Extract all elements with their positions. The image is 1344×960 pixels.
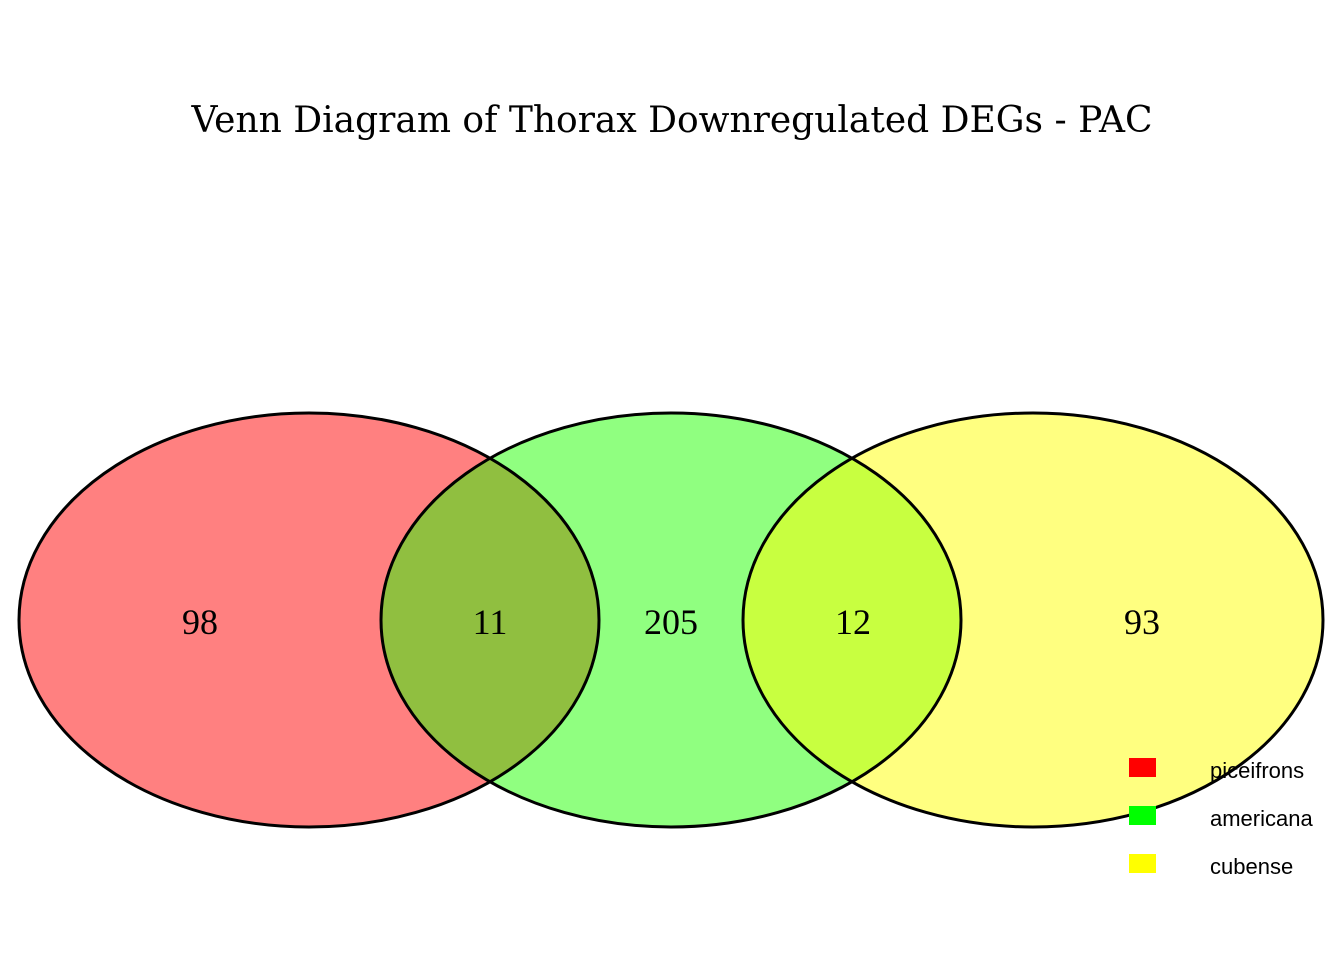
set-cubense-outline xyxy=(741,411,1325,829)
legend-swatch-cubense xyxy=(1129,854,1156,873)
count-americana-cubense: 12 xyxy=(835,602,871,642)
count-americana-only: 205 xyxy=(644,602,698,642)
legend-label-americana: americana xyxy=(1210,806,1313,831)
count-piceifrons-americana: 11 xyxy=(473,602,508,642)
count-cubense-only: 93 xyxy=(1124,602,1160,642)
set-americana-outline xyxy=(379,411,963,829)
piceifrons-americana-overlap xyxy=(381,413,599,827)
legend-label-piceifrons: piceifrons xyxy=(1210,758,1304,783)
americana-cubense-overlap xyxy=(743,413,961,827)
legend-label-cubense: cubense xyxy=(1210,854,1293,879)
count-piceifrons-only: 98 xyxy=(182,602,218,642)
legend-swatch-americana xyxy=(1129,806,1156,825)
legend-swatch-piceifrons xyxy=(1129,758,1156,777)
legend: piceifrons americana cubense xyxy=(1129,758,1313,879)
set-piceifrons-outline xyxy=(17,411,601,829)
diagram-title: Venn Diagram of Thorax Downregulated DEG… xyxy=(190,100,1152,141)
